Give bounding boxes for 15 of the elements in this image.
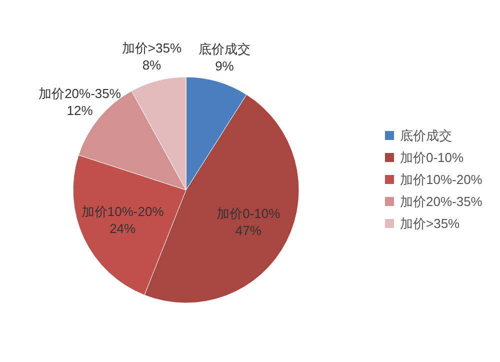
slice-label: 底价成交 xyxy=(198,42,250,57)
slice-label: 加价20%-35% xyxy=(38,86,122,102)
data-label: 9% xyxy=(215,58,234,74)
data-label: 12% xyxy=(66,103,94,118)
legend-label: 加价0-10% xyxy=(400,150,464,165)
slice-label: 加价10%-20% xyxy=(81,204,164,219)
legend-label: 底价成交 xyxy=(400,128,452,143)
legend-label: 加价>35% xyxy=(400,216,460,231)
slice-label: 加价0-10% xyxy=(216,206,281,221)
data-label: 8% xyxy=(142,57,162,72)
legend-label: 加价20%-35% xyxy=(400,194,483,209)
data-label: 24% xyxy=(110,220,136,236)
legend-label: 加价10%-20% xyxy=(400,172,483,187)
slice-label: 加价>35% xyxy=(122,40,182,56)
data-label: 47% xyxy=(235,222,262,238)
